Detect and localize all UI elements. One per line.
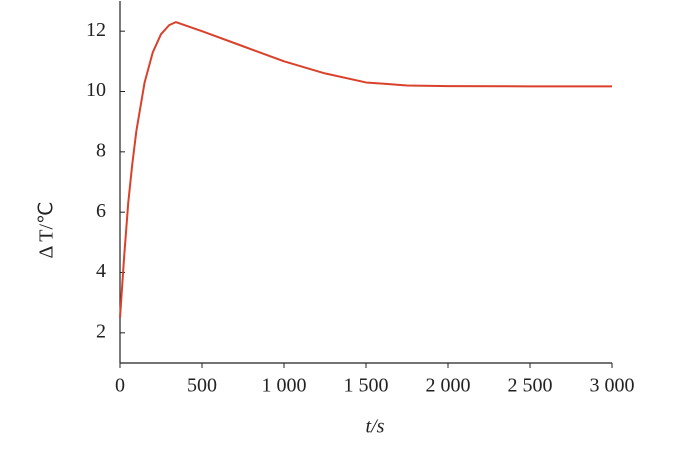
- y-tick-label: 4: [96, 260, 106, 282]
- y-tick-label: 6: [96, 200, 106, 222]
- y-tick-label: 8: [96, 139, 106, 161]
- x-tick-label: 3 000: [590, 375, 635, 397]
- y-tick-label: 10: [86, 79, 106, 101]
- y-tick-label: 12: [86, 19, 106, 41]
- x-axis-label: t/s: [366, 416, 385, 438]
- x-tick-label: 0: [115, 375, 125, 397]
- x-tick-label: 2 000: [426, 375, 471, 397]
- data-line: [119, 21, 612, 318]
- y-axis-label: Δ T/℃: [36, 202, 58, 259]
- y-tick-label: 2: [96, 320, 106, 342]
- x-tick-label: 1 500: [344, 375, 389, 397]
- x-tick-label: 1 000: [262, 375, 307, 397]
- x-tick-label: 2 500: [508, 375, 553, 397]
- x-tick-label: 500: [187, 375, 217, 397]
